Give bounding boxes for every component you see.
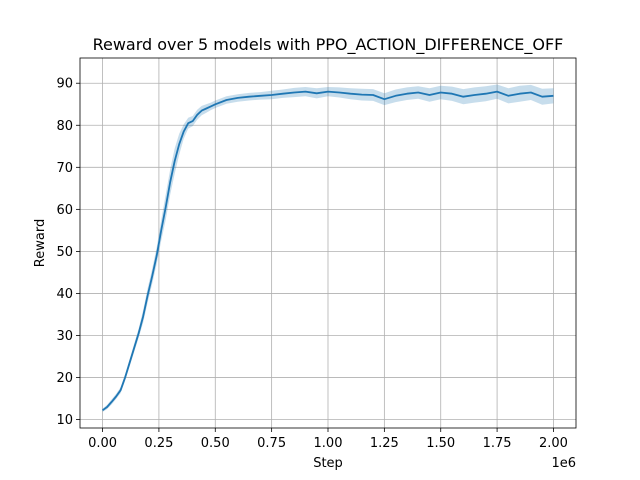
series-line (101, 90, 554, 412)
x-tick-label: 1.00 (314, 436, 343, 451)
x-axis-label: Step (313, 456, 343, 471)
chart-title: Reward over 5 models with PPO_ACTION_DIF… (93, 35, 564, 55)
series-mean-line (101, 90, 554, 412)
grid (80, 58, 576, 428)
x-tick-label: 0.25 (144, 436, 173, 451)
x-tick-label: 0.00 (88, 436, 117, 451)
x-axis-offset-label: 1e6 (551, 456, 576, 471)
x-tick-label: 2.00 (539, 436, 568, 451)
y-tick-label: 70 (56, 161, 73, 176)
x-tick-label: 0.75 (257, 436, 286, 451)
y-tick-label: 30 (56, 329, 73, 344)
x-tick-label: 1.75 (483, 436, 512, 451)
x-tick-label: 1.25 (370, 436, 399, 451)
y-axis-ticks: 10 20 30 40 50 60 70 80 90 (56, 77, 80, 428)
y-axis-label: Reward (33, 219, 48, 267)
y-tick-label: 90 (56, 77, 73, 92)
x-tick-label: 1.50 (426, 436, 455, 451)
y-tick-label: 60 (56, 203, 73, 218)
x-axis-ticks: 0.00 0.25 0.50 0.75 1.00 1.25 1.50 1.75 2.00 (88, 428, 568, 451)
x-tick-label: 0.50 (201, 436, 230, 451)
y-tick-label: 80 (56, 119, 73, 134)
y-tick-label: 20 (56, 371, 73, 386)
y-tick-label: 10 (56, 413, 73, 428)
y-tick-label: 40 (56, 287, 73, 302)
y-tick-label: 50 (56, 245, 73, 260)
